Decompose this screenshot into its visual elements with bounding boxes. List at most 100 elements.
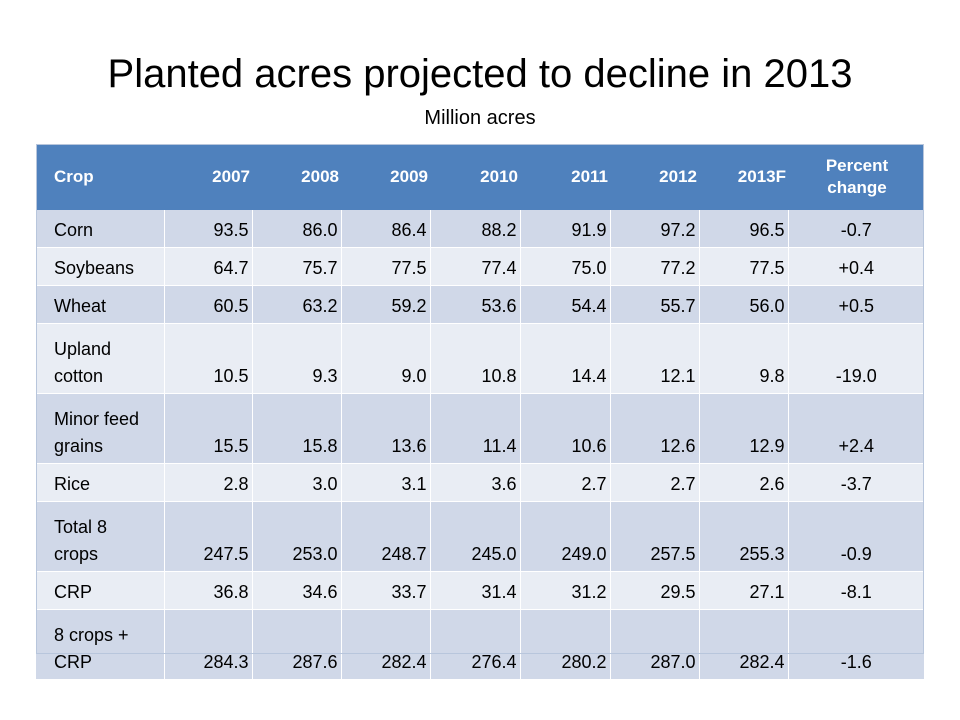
value-cell: 282.4 <box>340 609 430 680</box>
value-cell: 247.5 <box>163 501 252 572</box>
value-cell: 27.1 <box>698 571 788 610</box>
value-cell: 88.2 <box>429 210 520 248</box>
table-row: Soybeans 64.7 75.7 77.5 77.4 75.0 77.2 77.5 +0.4 <box>36 247 924 286</box>
value-cell: 280.2 <box>519 609 610 680</box>
value-cell: 86.4 <box>340 210 430 248</box>
value-cell: 36.8 <box>163 571 252 610</box>
value-cell: 12.9 <box>698 393 788 464</box>
value-cell: 248.7 <box>340 501 430 572</box>
value-cell: 34.6 <box>251 571 341 610</box>
value-cell: 3.0 <box>251 463 341 502</box>
chart-title: Planted acres projected to decline in 20… <box>107 52 853 96</box>
crop-label: Rice <box>36 463 164 502</box>
crop-label: 8 crops + CRP <box>36 609 164 680</box>
value-cell: 2.7 <box>519 463 610 502</box>
value-cell: 257.5 <box>609 501 699 572</box>
table-row: Corn 93.5 86.0 86.4 88.2 91.9 97.2 96.5 -0.7 <box>36 210 924 248</box>
value-cell: 2.8 <box>163 463 252 502</box>
value-cell: 276.4 <box>429 609 520 680</box>
table-row: CRP 36.8 34.6 33.7 31.4 31.2 29.5 27.1 -8.1 <box>36 571 924 610</box>
value-cell: 11.4 <box>429 393 520 464</box>
value-cell: 86.0 <box>251 210 341 248</box>
table-row: Wheat 60.5 63.2 59.2 53.6 54.4 55.7 56.0 +0.5 <box>36 285 924 324</box>
value-cell: 77.2 <box>609 247 699 286</box>
value-cell: 77.4 <box>429 247 520 286</box>
value-cell: 97.2 <box>609 210 699 248</box>
value-cell: 54.4 <box>519 285 610 324</box>
value-cell: 93.5 <box>163 210 252 248</box>
table-row: Total 8 crops 247.5 253.0 248.7 245.0 249.0 257… <box>36 501 924 572</box>
percent-change-cell: -1.6 <box>787 609 924 680</box>
value-cell: 31.2 <box>519 571 610 610</box>
value-cell: 33.7 <box>340 571 430 610</box>
crop-label: CRP <box>36 571 164 610</box>
percent-change-cell: -0.9 <box>787 501 924 572</box>
table-row: 8 crops + CRP 284.3 287.6 282.4 276.4 280.2 287… <box>36 609 924 680</box>
value-cell: 9.3 <box>251 323 341 394</box>
table-row: Minor feed grains 15.5 15.8 13.6 11.4 10.6 12.6… <box>36 393 924 464</box>
value-cell: 3.6 <box>429 463 520 502</box>
value-cell: 14.4 <box>519 323 610 394</box>
value-cell: 91.9 <box>519 210 610 248</box>
crop-label: Minor feed grains <box>36 393 164 464</box>
value-cell: 287.0 <box>609 609 699 680</box>
percent-change-cell: +0.4 <box>787 247 924 286</box>
value-cell: 2.6 <box>698 463 788 502</box>
crop-label: Soybeans <box>36 247 164 286</box>
column-header: Crop <box>36 144 164 210</box>
percent-change-cell: -8.1 <box>787 571 924 610</box>
value-cell: 15.5 <box>163 393 252 464</box>
value-cell: 284.3 <box>163 609 252 680</box>
value-cell: 12.1 <box>609 323 699 394</box>
percent-change-cell: -19.0 <box>787 323 924 394</box>
column-header: 2009 <box>341 144 430 210</box>
value-cell: 287.6 <box>251 609 341 680</box>
value-cell: 75.0 <box>519 247 610 286</box>
value-cell: 63.2 <box>251 285 341 324</box>
value-cell: 77.5 <box>698 247 788 286</box>
value-cell: 55.7 <box>609 285 699 324</box>
value-cell: 59.2 <box>340 285 430 324</box>
value-cell: 13.6 <box>340 393 430 464</box>
crop-label: Wheat <box>36 285 164 324</box>
percent-change-cell: +2.4 <box>787 393 924 464</box>
chart-subtitle: Million acres <box>424 107 536 129</box>
value-cell: 3.1 <box>340 463 430 502</box>
value-cell: 255.3 <box>698 501 788 572</box>
value-cell: 29.5 <box>609 571 699 610</box>
value-cell: 64.7 <box>163 247 252 286</box>
value-cell: 2.7 <box>609 463 699 502</box>
column-header: 2013F <box>699 144 788 210</box>
crop-label: Corn <box>36 210 164 248</box>
value-cell: 15.8 <box>251 393 341 464</box>
column-header: 2010 <box>430 144 520 210</box>
value-cell: 10.8 <box>429 323 520 394</box>
table-row: Upland cotton 10.5 9.3 9.0 10.8 14.4 12.1 9.8 -19… <box>36 323 924 394</box>
acreage-table: Crop 2007 2008 2009 2010 2011 2012 2013F… <box>36 144 924 680</box>
table-row: Rice 2.8 3.0 3.1 3.6 2.7 2.7 2.6 -3.7 <box>36 463 924 502</box>
crop-label: Total 8 crops <box>36 501 164 572</box>
column-header: Percent change <box>788 144 924 210</box>
value-cell: 56.0 <box>698 285 788 324</box>
value-cell: 253.0 <box>251 501 341 572</box>
value-cell: 96.5 <box>698 210 788 248</box>
percent-change-cell: -3.7 <box>787 463 924 502</box>
value-cell: 12.6 <box>609 393 699 464</box>
column-header: 2008 <box>252 144 341 210</box>
percent-change-cell: -0.7 <box>787 210 924 248</box>
percent-change-cell: +0.5 <box>787 285 924 324</box>
column-header: 2012 <box>610 144 699 210</box>
value-cell: 53.6 <box>429 285 520 324</box>
column-header: 2011 <box>520 144 610 210</box>
column-header: 2007 <box>164 144 252 210</box>
value-cell: 9.0 <box>340 323 430 394</box>
value-cell: 10.6 <box>519 393 610 464</box>
value-cell: 9.8 <box>698 323 788 394</box>
crop-label: Upland cotton <box>36 323 164 394</box>
value-cell: 249.0 <box>519 501 610 572</box>
value-cell: 77.5 <box>340 247 430 286</box>
value-cell: 10.5 <box>163 323 252 394</box>
value-cell: 60.5 <box>163 285 252 324</box>
value-cell: 245.0 <box>429 501 520 572</box>
value-cell: 31.4 <box>429 571 520 610</box>
